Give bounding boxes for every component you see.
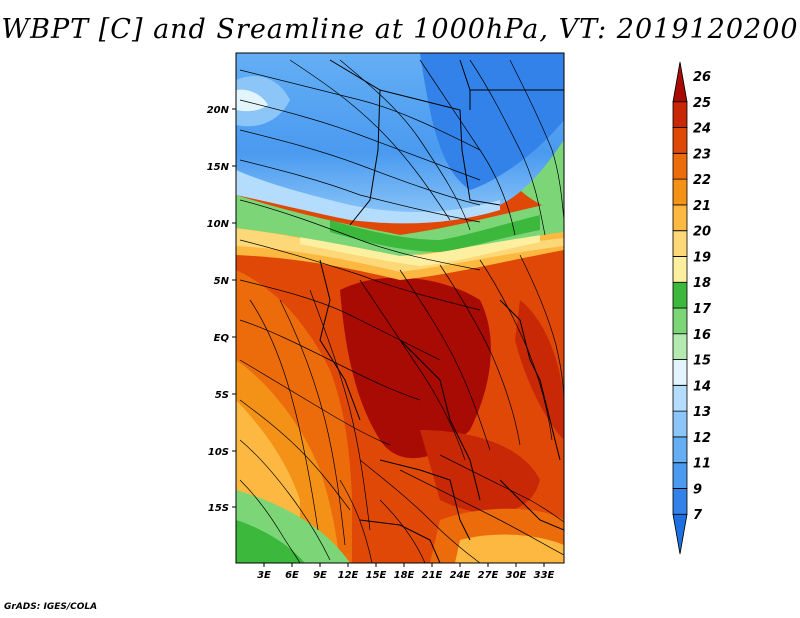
lat-label-5n: 5N	[214, 276, 230, 287]
colorbar-label-15: 15	[693, 354, 711, 369]
colorbar-swatch-11	[672, 462, 688, 489]
colorbar-swatch-18	[672, 281, 688, 309]
colorbar-label-11: 11	[693, 457, 711, 472]
lon-label-15e: 15E	[366, 570, 387, 581]
lat-label-eq: EQ	[214, 333, 230, 344]
colorbar-swatch-7	[672, 513, 688, 555]
map-field	[236, 53, 564, 563]
colorbar-label-21: 21	[693, 199, 711, 214]
lon-label-9e: 9E	[313, 570, 327, 581]
colorbar-swatch-12	[672, 436, 688, 464]
colorbar-label-18: 18	[693, 276, 711, 291]
lon-label-12e: 12E	[338, 570, 359, 581]
colorbar-label-22: 22	[693, 173, 711, 188]
colorbar-swatch-25	[672, 101, 688, 128]
lat-label-15s: 15S	[208, 503, 229, 514]
colorbar-label-9: 9	[693, 482, 702, 497]
colorbar-swatch-19	[672, 256, 688, 283]
colorbar-swatch-24	[672, 127, 688, 154]
colorbar-label-20: 20	[693, 225, 711, 240]
colorbar-swatch-26	[672, 61, 688, 103]
colorbar-swatch-23	[672, 152, 688, 180]
streamlines	[239, 59, 564, 563]
lon-label-30e: 30E	[506, 570, 527, 581]
lon-label-18e: 18E	[394, 570, 415, 581]
lat-label-5s: 5S	[215, 390, 229, 401]
colorbar-label-17: 17	[693, 302, 712, 317]
country-borders	[319, 59, 564, 563]
colorbar-swatch-9	[672, 488, 688, 515]
lon-label-27e: 27E	[478, 570, 499, 581]
colorbar-label-23: 23	[693, 147, 711, 162]
colorbar-label-14: 14	[693, 379, 711, 394]
colorbar-label-24: 24	[693, 122, 711, 137]
colorbar-swatch-13	[672, 410, 688, 438]
lat-label-20n: 20N	[207, 105, 230, 116]
colorbar-label-26: 26	[693, 70, 711, 85]
colorbar-label-13: 13	[693, 405, 711, 420]
colorbar-swatch-17	[672, 307, 688, 335]
latitude-axis: 20N 15N 10N 5N EQ 5S 10S 15S	[207, 105, 236, 514]
colorbar-swatch-20	[672, 230, 688, 257]
chart-title: WBPT [C] and Sreamline at 1000hPa, VT: 2…	[1, 14, 799, 45]
colorbar-label-16: 16	[693, 328, 711, 343]
colorbar-swatch-22	[672, 178, 688, 206]
colorbar-label-19: 19	[693, 250, 711, 265]
lon-label-6e: 6E	[285, 570, 299, 581]
lon-label-24e: 24E	[450, 570, 471, 581]
longitude-axis: 3E 6E 9E 12E 15E 18E 21E 24E 27E 30E 33E	[257, 563, 555, 581]
lon-label-21e: 21E	[422, 570, 443, 581]
colorbar-swatch-15	[672, 359, 688, 386]
colorbar-label-25: 25	[693, 96, 711, 111]
lat-label-10n: 10N	[207, 219, 230, 230]
colorbar-swatch-16	[672, 333, 688, 360]
lat-label-10s: 10S	[208, 447, 229, 458]
colorbar-swatch-21	[672, 204, 688, 232]
lat-label-15n: 15N	[207, 162, 230, 173]
colorbar-swatch-14	[672, 384, 688, 412]
colorbar-label-7: 7	[693, 508, 703, 523]
lon-label-3e: 3E	[257, 570, 271, 581]
colorbar: 7 9 11 12 13 14 15 16 17 18 19 20 21 22 23 24 25 26	[672, 61, 712, 555]
map-frame	[235, 52, 565, 564]
footer-credit: GrADS: IGES/COLA	[4, 602, 98, 612]
lon-label-33e: 33E	[534, 570, 555, 581]
colorbar-label-12: 12	[693, 431, 711, 446]
